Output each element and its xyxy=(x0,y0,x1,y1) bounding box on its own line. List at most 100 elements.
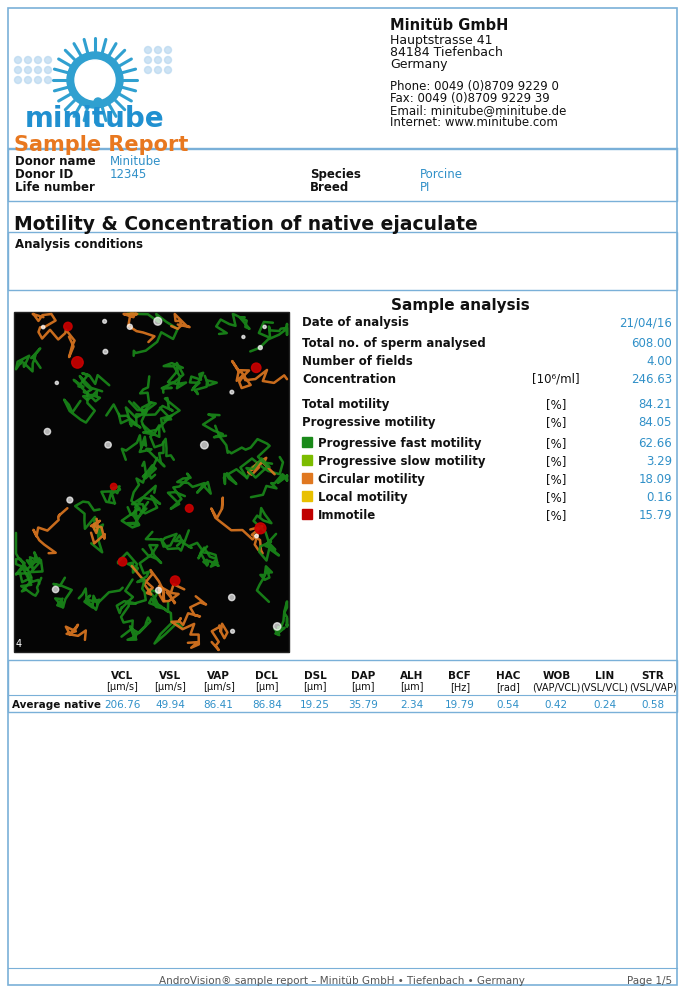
Text: 2.34: 2.34 xyxy=(400,700,423,710)
Text: [μm]: [μm] xyxy=(351,682,375,692)
Text: Progressive motility: Progressive motility xyxy=(302,416,436,429)
Text: [%]: [%] xyxy=(546,398,566,411)
Circle shape xyxy=(34,67,42,73)
Text: 49.94: 49.94 xyxy=(155,700,186,710)
Bar xyxy=(8,232,677,290)
Circle shape xyxy=(103,350,108,355)
Text: 0.54: 0.54 xyxy=(497,700,520,710)
Text: 84184 Tiefenbach: 84184 Tiefenbach xyxy=(390,46,503,59)
Text: Porcine: Porcine xyxy=(420,168,463,181)
Bar xyxy=(302,509,312,519)
Bar xyxy=(14,312,289,652)
Circle shape xyxy=(14,76,21,83)
Circle shape xyxy=(171,576,180,586)
Text: 4.00: 4.00 xyxy=(646,355,672,368)
Text: [%]: [%] xyxy=(546,491,566,504)
Text: DAP: DAP xyxy=(351,671,375,681)
Text: Germany: Germany xyxy=(390,58,447,71)
Text: 62.66: 62.66 xyxy=(638,437,672,450)
Circle shape xyxy=(34,57,42,64)
Text: (VSL/VAP): (VSL/VAP) xyxy=(629,682,677,692)
Text: 18.09: 18.09 xyxy=(638,473,672,486)
Text: [μm/s]: [μm/s] xyxy=(106,682,138,692)
Text: Analysis conditions: Analysis conditions xyxy=(15,238,143,251)
Circle shape xyxy=(64,323,72,331)
Text: 84.21: 84.21 xyxy=(638,398,672,411)
Circle shape xyxy=(42,326,45,329)
Text: STR: STR xyxy=(641,671,664,681)
Circle shape xyxy=(251,363,261,372)
Circle shape xyxy=(110,484,117,490)
Text: Life number: Life number xyxy=(15,181,95,194)
Text: [μm]: [μm] xyxy=(400,682,423,692)
Circle shape xyxy=(75,60,115,100)
Text: [rad]: [rad] xyxy=(496,682,520,692)
Text: 19.79: 19.79 xyxy=(445,700,475,710)
Text: Sample analysis: Sample analysis xyxy=(390,298,530,313)
Text: [μm]: [μm] xyxy=(255,682,279,692)
Circle shape xyxy=(186,504,193,512)
Circle shape xyxy=(255,534,258,538)
Text: ALH: ALH xyxy=(400,671,423,681)
Bar xyxy=(302,437,312,447)
Text: [μm]: [μm] xyxy=(303,682,327,692)
Circle shape xyxy=(67,52,123,108)
Text: [Hz]: [Hz] xyxy=(450,682,470,692)
Text: [10⁶/ml]: [10⁶/ml] xyxy=(532,373,580,386)
Text: Average native: Average native xyxy=(12,700,101,710)
Circle shape xyxy=(155,588,162,593)
Text: 3.29: 3.29 xyxy=(646,455,672,468)
Text: [%]: [%] xyxy=(546,473,566,486)
Circle shape xyxy=(103,320,107,324)
Circle shape xyxy=(45,76,51,83)
Text: PI: PI xyxy=(420,181,430,194)
Text: 0.16: 0.16 xyxy=(646,491,672,504)
Circle shape xyxy=(155,57,162,64)
Text: DSL: DSL xyxy=(303,671,327,681)
Circle shape xyxy=(273,623,281,631)
Text: Hauptstrasse 41: Hauptstrasse 41 xyxy=(390,34,493,47)
Text: 35.79: 35.79 xyxy=(349,700,378,710)
Circle shape xyxy=(127,325,132,330)
Circle shape xyxy=(164,47,171,54)
Text: Minitüb GmbH: Minitüb GmbH xyxy=(390,18,508,33)
Circle shape xyxy=(45,67,51,73)
Text: 21/04/16: 21/04/16 xyxy=(619,316,672,329)
Text: 246.63: 246.63 xyxy=(631,373,672,386)
Circle shape xyxy=(25,57,32,64)
Text: 4: 4 xyxy=(16,639,22,649)
Text: DCL: DCL xyxy=(256,671,278,681)
Text: Total motility: Total motility xyxy=(302,398,389,411)
Text: [%]: [%] xyxy=(546,509,566,522)
Text: LIN: LIN xyxy=(595,671,614,681)
Text: WOB: WOB xyxy=(543,671,571,681)
Text: VSL: VSL xyxy=(160,671,182,681)
Text: Sample Report: Sample Report xyxy=(14,135,188,155)
Circle shape xyxy=(258,346,262,350)
Text: Local motility: Local motility xyxy=(318,491,408,504)
Circle shape xyxy=(145,67,151,73)
Text: 0.24: 0.24 xyxy=(593,700,616,710)
Circle shape xyxy=(145,47,151,54)
Circle shape xyxy=(263,326,266,329)
Circle shape xyxy=(14,67,21,73)
Circle shape xyxy=(242,336,245,339)
Text: 12345: 12345 xyxy=(110,168,147,181)
Text: (VAP/VCL): (VAP/VCL) xyxy=(532,682,581,692)
Text: 206.76: 206.76 xyxy=(104,700,140,710)
Circle shape xyxy=(255,523,266,534)
Text: 86.41: 86.41 xyxy=(203,700,234,710)
Circle shape xyxy=(230,390,234,394)
Text: Donor ID: Donor ID xyxy=(15,168,73,181)
Text: (VSL/VCL): (VSL/VCL) xyxy=(581,682,629,692)
Circle shape xyxy=(72,356,83,368)
Text: [μm/s]: [μm/s] xyxy=(154,682,186,692)
Text: BCF: BCF xyxy=(449,671,471,681)
Text: Progressive fast motility: Progressive fast motility xyxy=(318,437,482,450)
Circle shape xyxy=(164,67,171,73)
Bar xyxy=(302,473,312,483)
Text: Species: Species xyxy=(310,168,361,181)
Text: minitube: minitube xyxy=(25,105,165,133)
Text: Fax: 0049 (0)8709 9229 39: Fax: 0049 (0)8709 9229 39 xyxy=(390,92,550,105)
Text: 608.00: 608.00 xyxy=(632,337,672,350)
